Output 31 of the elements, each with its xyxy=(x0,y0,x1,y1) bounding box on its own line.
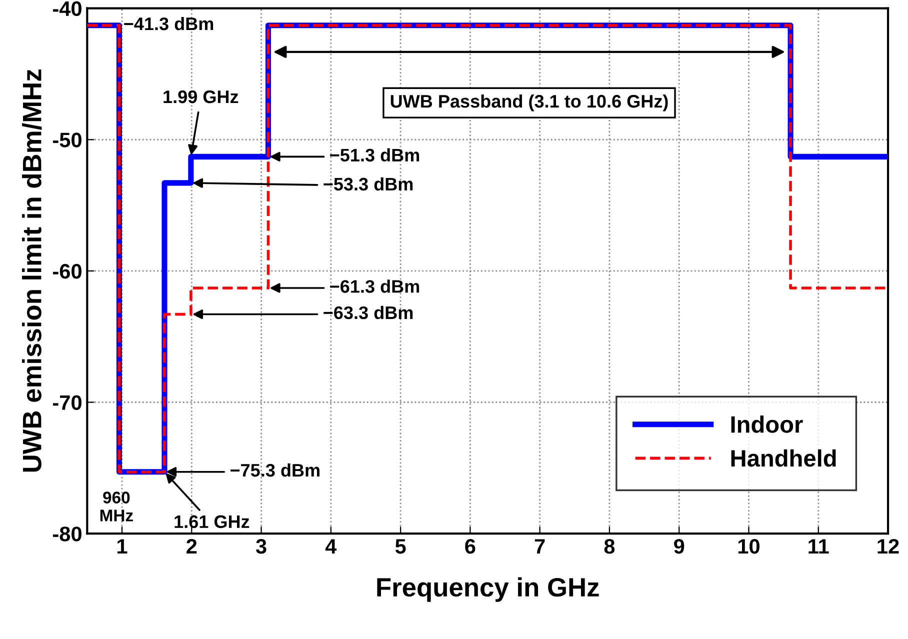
x-tick-label: 12 xyxy=(878,538,899,554)
annotation: 960 MHz xyxy=(100,492,133,522)
x-tick-label: 11 xyxy=(808,539,829,554)
x-axis-title: Frequency in GHz xyxy=(377,577,599,602)
x-tick-label: 9 xyxy=(674,538,684,554)
y-tick-label: -50 xyxy=(53,132,82,148)
annotation: −75.3 dBm xyxy=(230,463,320,477)
x-tick-label: 10 xyxy=(738,538,760,554)
y-tick-label: -80 xyxy=(53,526,82,542)
annotation: −51.3 dBm xyxy=(330,148,420,162)
annotation: 1.61 GHz xyxy=(174,515,250,528)
x-tick-label: 6 xyxy=(465,538,476,554)
annotation: −53.3 dBm xyxy=(324,177,413,191)
x-tick-label: 4 xyxy=(325,539,337,554)
annotation: −63.3 dBm xyxy=(324,306,413,320)
x-tick-label: 5 xyxy=(395,539,406,554)
annotation: UWB Passband (3.1 to 10.6 GHz) xyxy=(390,94,668,112)
legend-label: Handheld xyxy=(731,449,836,467)
x-tick-label: 1 xyxy=(118,539,128,554)
annotation: −61.3 dBm xyxy=(330,280,420,293)
x-tick-label: 8 xyxy=(604,538,615,554)
x-tick-label: 3 xyxy=(256,538,266,554)
legend-label: Indoor xyxy=(731,416,803,433)
y-tick-label: -70 xyxy=(53,395,82,410)
x-tick-label: 2 xyxy=(186,538,197,554)
y-tick-label: -40 xyxy=(53,1,82,16)
x-tick-label: 7 xyxy=(534,539,545,554)
y-tick-label: -60 xyxy=(53,264,82,279)
annotation: 1.99 GHz xyxy=(164,90,238,104)
y-axis-title: UWB emission limit in dBm/MHz xyxy=(22,70,42,472)
annotation: −41.3 dBm xyxy=(124,16,214,30)
